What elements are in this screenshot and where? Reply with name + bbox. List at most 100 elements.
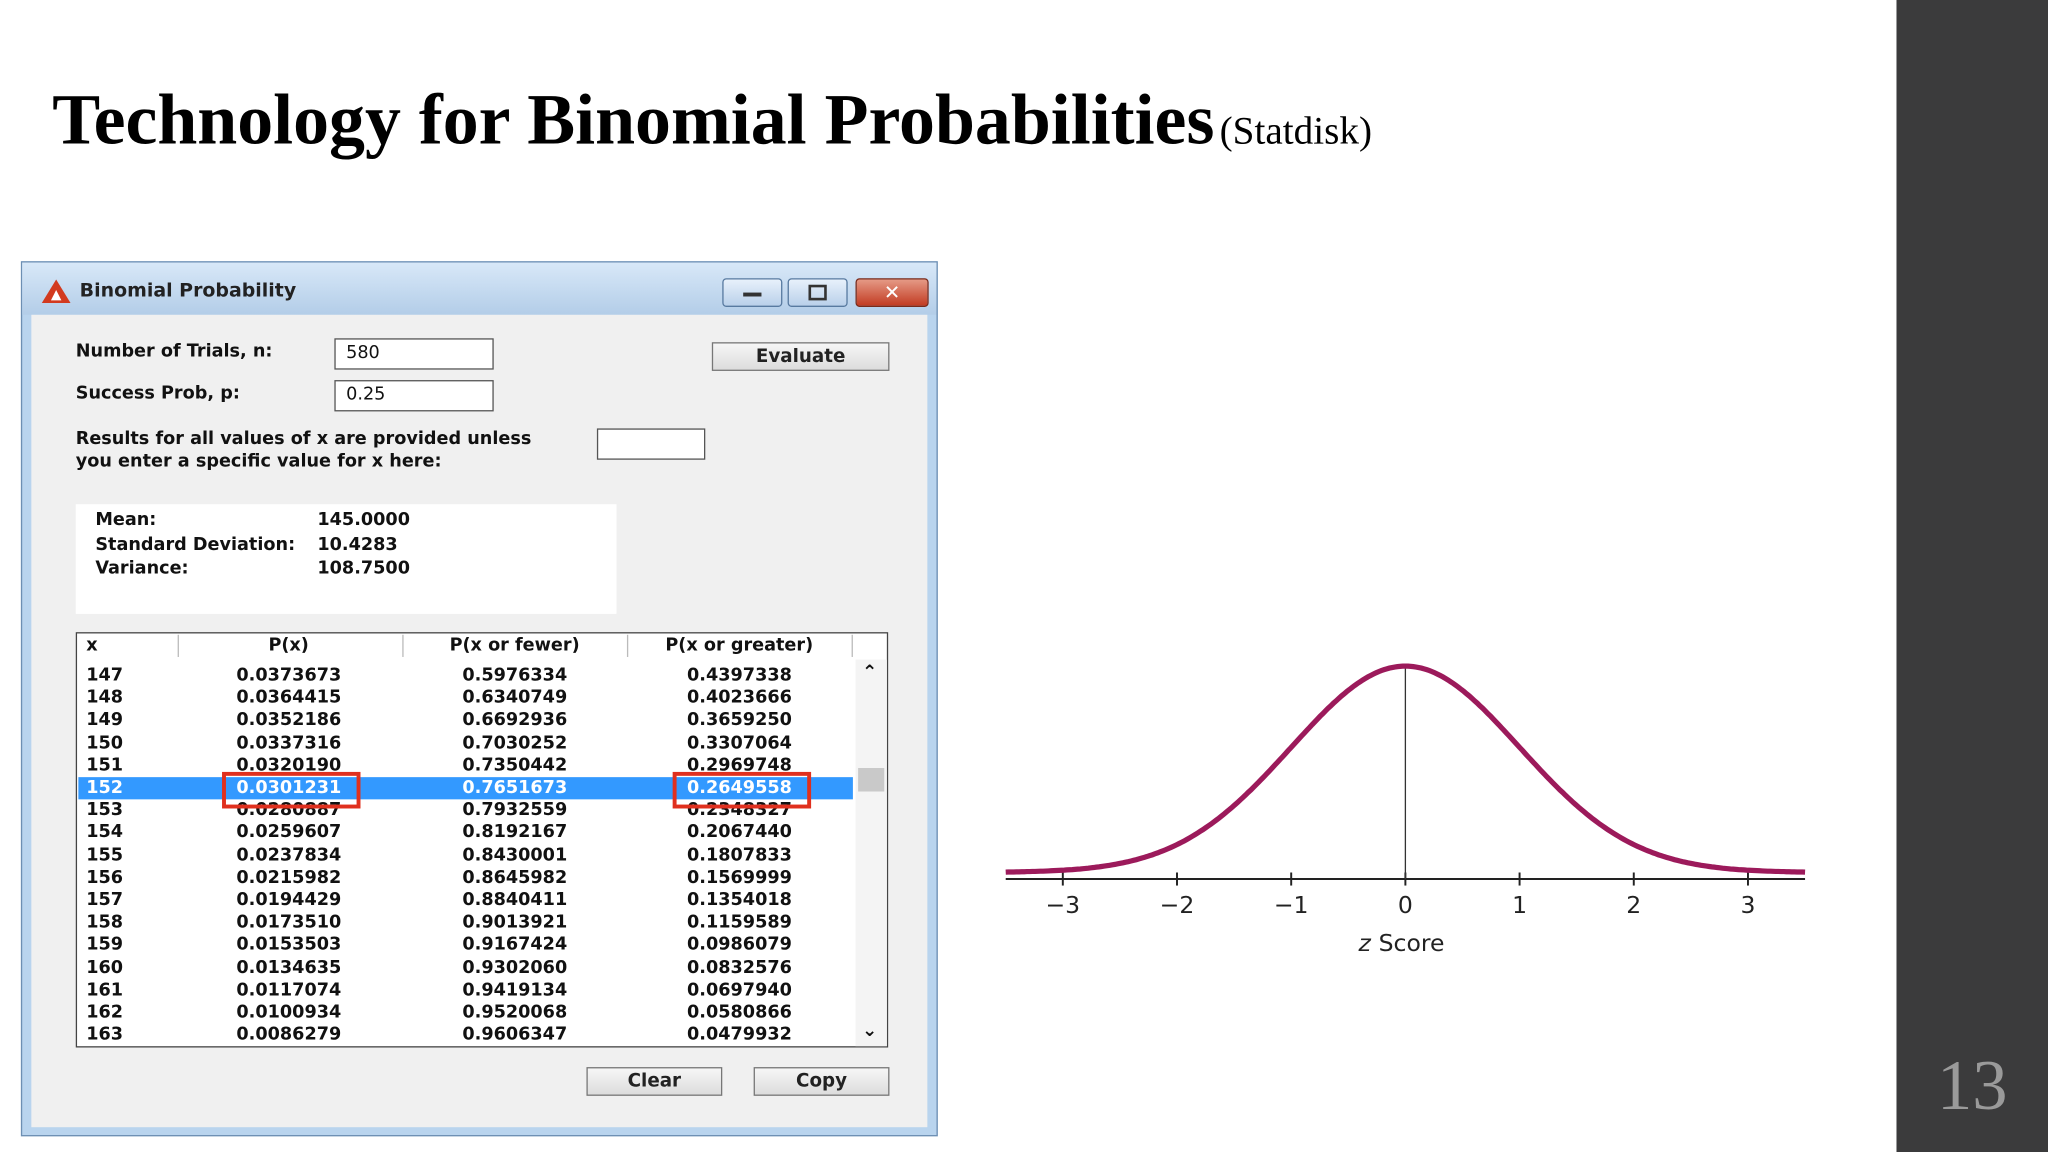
table-cell: 0.8645982 bbox=[462, 866, 568, 888]
table-cell: 0.0364415 bbox=[236, 687, 342, 709]
maximize-button[interactable] bbox=[787, 278, 848, 307]
title-block: Technology for Binomial Probabilities (S… bbox=[52, 78, 1372, 160]
column-separator bbox=[177, 634, 179, 657]
table-cell: 0.2067440 bbox=[687, 822, 792, 843]
minimize-button[interactable] bbox=[722, 278, 783, 307]
x-tick-label: −3 bbox=[1045, 891, 1080, 919]
table-cell: 0.1807833 bbox=[687, 844, 792, 866]
table-cell: 162 bbox=[86, 1001, 124, 1023]
x-axis-word: Score bbox=[1379, 929, 1445, 957]
field-label: Number of Trials, n: bbox=[75, 340, 273, 362]
table-cell: 0.5976334 bbox=[462, 664, 568, 686]
column-header: P(x) bbox=[268, 634, 309, 656]
table-cell: 0.9419134 bbox=[462, 979, 568, 1001]
scroll-thumb[interactable] bbox=[858, 767, 885, 792]
column-separator bbox=[402, 634, 404, 657]
x-tick-label: −2 bbox=[1160, 891, 1195, 919]
table-cell: 0.6692936 bbox=[462, 709, 568, 731]
table-cell: 159 bbox=[86, 934, 124, 956]
stat-label: Variance: bbox=[95, 557, 189, 579]
table-cell: 0.3307064 bbox=[687, 732, 792, 754]
table-cell: 0.0153503 bbox=[236, 934, 342, 956]
table-cell: 160 bbox=[86, 956, 124, 978]
highlight-box bbox=[672, 771, 812, 809]
table-cell: 0.0259607 bbox=[236, 822, 342, 843]
stat-label: Mean: bbox=[95, 509, 157, 531]
table-cell: 0.9520068 bbox=[462, 1001, 568, 1023]
table-cell: 0.1354018 bbox=[687, 889, 792, 911]
table-cell: 0.3659250 bbox=[687, 709, 792, 731]
table-cell: 0.0832576 bbox=[687, 956, 792, 978]
table-cell: 0.0215982 bbox=[236, 866, 342, 888]
slide-title: Technology for Binomial Probabilities bbox=[52, 79, 1215, 160]
x-tick-label: 3 bbox=[1740, 891, 1755, 919]
table-cell: 150 bbox=[86, 732, 124, 754]
table-cell: 0.0986079 bbox=[687, 934, 792, 956]
selected-row[interactable] bbox=[78, 777, 853, 800]
stat-value: 145.0000 bbox=[317, 509, 410, 531]
table-cell: 0.1569999 bbox=[687, 866, 792, 888]
table-cell: 0.8840411 bbox=[462, 889, 568, 911]
table-cell: 0.9302060 bbox=[462, 956, 568, 978]
table-cell: 0.0337316 bbox=[236, 732, 342, 754]
column-header: x bbox=[86, 634, 98, 656]
table-cell: 0.0100934 bbox=[236, 1001, 342, 1023]
scrollbar[interactable] bbox=[855, 659, 887, 1047]
title-bar bbox=[22, 262, 937, 315]
table-cell: 0.7030252 bbox=[462, 732, 568, 754]
table-cell: 0.0320190 bbox=[236, 754, 342, 776]
scroll-down[interactable]: ⌄ bbox=[862, 1020, 878, 1041]
table-cell: 0.0237834 bbox=[236, 844, 342, 866]
close-button[interactable]: ✕ bbox=[855, 278, 929, 307]
table-cell: 156 bbox=[86, 866, 124, 888]
table-cell: 0.0194429 bbox=[236, 889, 342, 911]
table-cell: 147 bbox=[86, 664, 124, 686]
dialog-button[interactable]: Copy bbox=[753, 1067, 890, 1096]
table-cell: 152 bbox=[86, 777, 124, 799]
table-cell: 0.2649558 bbox=[687, 777, 792, 799]
table-cell: 0.7932559 bbox=[462, 799, 568, 821]
table-cell: 0.1159589 bbox=[687, 911, 792, 933]
field-input[interactable]: 0.25 bbox=[334, 380, 494, 412]
stat-value: 108.7500 bbox=[317, 557, 410, 579]
table-cell: 0.0117074 bbox=[236, 979, 342, 1001]
scroll-up[interactable]: ⌃ bbox=[862, 662, 878, 684]
table-cell: 155 bbox=[86, 844, 124, 866]
x-axis-variable: z bbox=[1357, 929, 1371, 957]
highlight-box bbox=[222, 771, 361, 809]
field-input[interactable]: 580 bbox=[334, 338, 494, 370]
x-tick-label: 1 bbox=[1512, 891, 1527, 919]
dialog-title: Binomial Probability bbox=[79, 280, 297, 302]
table-cell: 0.0373673 bbox=[236, 664, 342, 686]
table-cell: 157 bbox=[86, 889, 124, 911]
table-cell: 0.0352186 bbox=[236, 709, 342, 731]
table-cell: 0.9167424 bbox=[462, 934, 568, 956]
results-table bbox=[75, 632, 889, 1048]
table-cell: 161 bbox=[86, 979, 124, 1001]
side-bar bbox=[1896, 0, 2048, 1152]
x-input[interactable] bbox=[596, 428, 706, 460]
table-cell: 154 bbox=[86, 822, 124, 843]
field-label: Success Prob, p: bbox=[75, 382, 240, 404]
table-cell: 0.0697940 bbox=[687, 979, 792, 1001]
table-cell: 0.8192167 bbox=[462, 822, 568, 843]
table-cell: 0.9606347 bbox=[462, 1024, 568, 1046]
x-axis-label: z Score bbox=[1357, 929, 1444, 957]
x-tick-label: −1 bbox=[1274, 891, 1309, 919]
table-cell: 148 bbox=[86, 687, 124, 709]
table-cell: 0.0301231 bbox=[236, 777, 342, 799]
dialog-button[interactable]: Clear bbox=[586, 1067, 723, 1096]
table-cell: 0.0173510 bbox=[236, 911, 342, 933]
table-cell: 0.6340749 bbox=[462, 687, 568, 709]
x-tick-label: 0 bbox=[1398, 891, 1413, 919]
column-header: P(x or fewer) bbox=[449, 634, 580, 656]
table-cell: 153 bbox=[86, 799, 124, 821]
table-cell: 0.9013921 bbox=[462, 911, 568, 933]
evaluate-button[interactable]: Evaluate bbox=[711, 342, 890, 371]
column-separator bbox=[851, 634, 853, 657]
table-cell: 0.7350442 bbox=[462, 754, 568, 776]
table-cell: 149 bbox=[86, 709, 124, 731]
x-prompt: you enter a specific value for x here: bbox=[75, 450, 442, 472]
